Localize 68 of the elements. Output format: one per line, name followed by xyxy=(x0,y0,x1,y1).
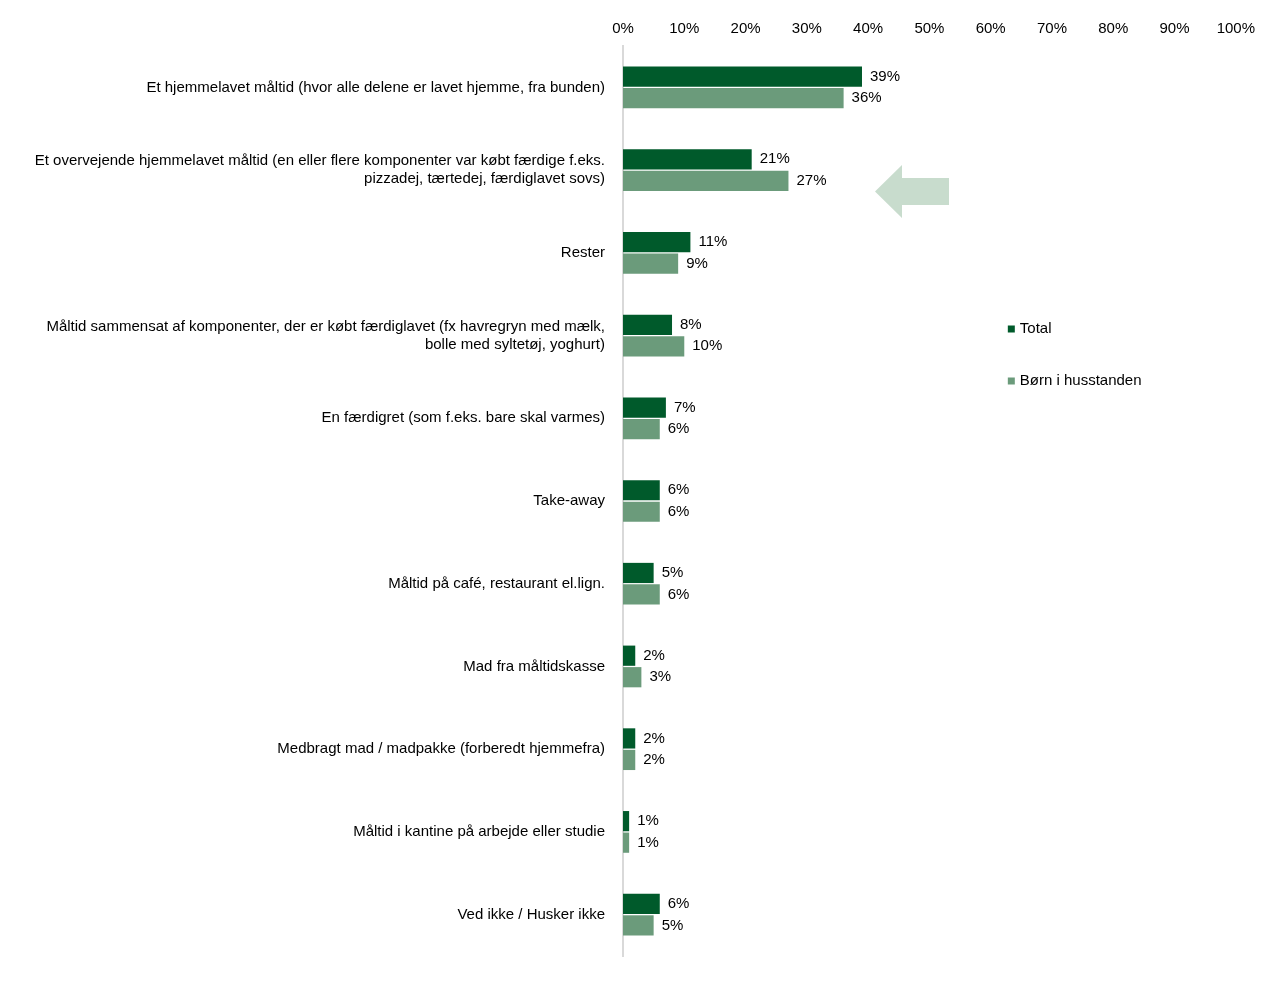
y-tick-label: Ved ikke / Husker ikke xyxy=(457,904,605,922)
bar xyxy=(623,253,679,274)
bar xyxy=(623,314,673,335)
x-tick-label: 100% xyxy=(1216,19,1256,37)
legend-label: Total xyxy=(1019,319,1052,337)
data-label: 2% xyxy=(643,645,665,663)
bar xyxy=(623,893,660,914)
y-tick-label: Et overvejende hjemmelavet måltid (en eller flere komponenter var købt færdige f.eks. pizzadej, tærtedej, færdiglavet sovs) xyxy=(34,151,605,187)
data-label: 2% xyxy=(643,750,665,768)
bar xyxy=(623,667,642,688)
bar xyxy=(623,170,789,191)
y-tick-label: Rester xyxy=(560,242,605,260)
data-label: 11% xyxy=(698,232,728,250)
bar xyxy=(623,562,654,584)
bar xyxy=(623,66,862,87)
bar xyxy=(623,418,660,440)
y-tick-label: Måltid på café, restaurant el.lign. xyxy=(388,573,605,591)
x-tick-label: 40% xyxy=(853,19,884,37)
data-label: 3% xyxy=(649,667,672,685)
data-label: 21% xyxy=(759,149,790,167)
y-tick-label: Take-away xyxy=(533,491,606,509)
y-tick-label: Måltid i kantine på arbejde eller studie xyxy=(353,822,605,840)
bar xyxy=(623,88,844,109)
bar xyxy=(623,915,654,936)
bar xyxy=(623,501,660,522)
data-label: 7% xyxy=(673,397,696,415)
bar xyxy=(623,728,636,749)
data-label: 10% xyxy=(692,336,723,354)
bar xyxy=(623,584,660,605)
bar xyxy=(623,480,660,501)
y-tick-label: Mad fra måltidskasse xyxy=(463,656,605,674)
x-tick-label: 10% xyxy=(669,19,700,37)
x-tick-label: 50% xyxy=(914,19,945,37)
bar xyxy=(623,397,666,418)
x-tick-label: 90% xyxy=(1159,19,1190,37)
bar xyxy=(623,231,691,253)
data-label: 6% xyxy=(667,419,690,437)
data-label: 5% xyxy=(661,563,684,581)
y-tick-label: En færdigret (som f.eks. bare skal varmes) xyxy=(321,408,605,426)
x-tick-label: 60% xyxy=(975,19,1006,37)
y-tick-label: Medbragt mad / madpakke (forberedt hjemmefra) xyxy=(277,739,605,757)
bar xyxy=(623,645,636,666)
data-label: 8% xyxy=(680,314,702,332)
data-label: 6% xyxy=(667,501,690,519)
x-tick-label: 30% xyxy=(791,19,822,37)
bar xyxy=(623,336,685,357)
data-label: 6% xyxy=(667,894,690,912)
data-label: 27% xyxy=(796,170,827,188)
x-tick-label: 70% xyxy=(1036,19,1067,37)
x-tick-label: 80% xyxy=(1098,19,1129,37)
bar xyxy=(623,832,630,853)
data-label: 39% xyxy=(870,66,901,84)
data-label: 36% xyxy=(851,88,882,106)
x-tick-label: 20% xyxy=(730,19,761,37)
legend-label: Børn i husstanden xyxy=(1019,371,1142,389)
data-label: 9% xyxy=(686,253,708,271)
data-label: 6% xyxy=(667,584,690,602)
bar xyxy=(623,811,630,832)
data-label: 6% xyxy=(667,480,690,498)
bar xyxy=(623,149,752,170)
data-label: 1% xyxy=(637,832,659,850)
y-tick-label: Måltid sammensat af komponenter, der er købt færdiglavet (fx havregryn med mælk, bolle med syltetøj, yoghurt) xyxy=(46,316,605,352)
y-tick-label: Et hjemmelavet måltid (hvor alle delene er lavet hjemme, fra bunden) xyxy=(146,77,605,95)
data-label: 2% xyxy=(643,728,665,746)
x-tick-label: 0% xyxy=(612,19,634,37)
data-label: 5% xyxy=(661,915,684,933)
data-label: 1% xyxy=(637,811,659,829)
bar xyxy=(623,749,636,771)
